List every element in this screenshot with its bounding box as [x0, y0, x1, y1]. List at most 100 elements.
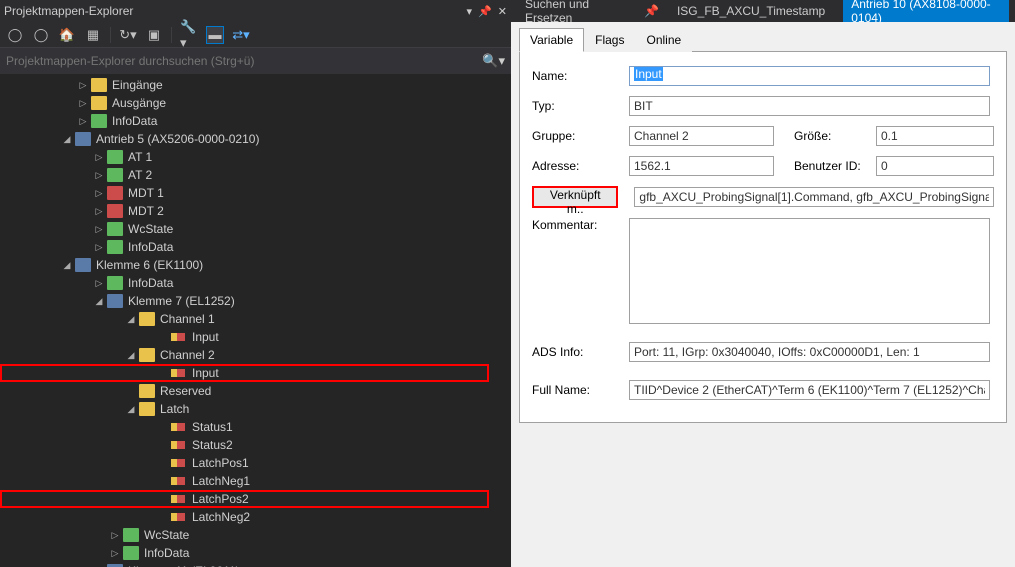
tree-label: LatchNeg2 — [192, 510, 250, 524]
expand-closed-icon[interactable]: ▷ — [78, 116, 88, 127]
tree-row[interactable]: ◢Klemme 7 (EL1252) — [0, 292, 511, 310]
expand-open-icon[interactable]: ◢ — [126, 314, 136, 325]
variable-icon — [171, 456, 187, 470]
variable-form: Name: Input Typ: Gruppe: Größe: Adresse:… — [519, 51, 1007, 423]
label-kommentar: Kommentar: — [532, 218, 617, 232]
tab-flags[interactable]: Flags — [584, 28, 635, 52]
tree-row[interactable]: ◢ Channel 1 — [0, 310, 511, 328]
benutzer-field[interactable] — [876, 156, 994, 176]
expand-open-icon[interactable]: ◢ — [126, 404, 136, 415]
tree-row[interactable]: ◢Klemme 6 (EK1100) — [0, 256, 511, 274]
tree-label: WcState — [128, 222, 173, 236]
tree-label: InfoData — [144, 546, 189, 560]
tree-row[interactable]: ◢Latch — [0, 400, 511, 418]
tree-label: AT 2 — [128, 168, 152, 182]
tree-label: Channel 1 — [160, 312, 215, 326]
tree-row[interactable]: ▷InfoData — [0, 112, 511, 130]
tree-row[interactable]: ▷MDT 1 — [0, 184, 511, 202]
pin-icon[interactable]: 📌 — [478, 5, 492, 18]
tree-label: Input — [192, 330, 219, 344]
expand-closed-icon[interactable]: ▷ — [78, 98, 88, 109]
toolbar-separator — [110, 27, 111, 43]
gruppe-field[interactable] — [629, 126, 774, 146]
expand-open-icon[interactable]: ◢ — [62, 134, 72, 145]
tab-doc-timestamp[interactable]: ISG_FB_AXCU_Timestamp — [669, 4, 833, 18]
folder-icon — [91, 96, 107, 110]
tree-label: LatchPos1 — [192, 456, 249, 470]
home-icon[interactable]: 🏠 — [58, 26, 76, 44]
expand-closed-icon[interactable]: ▷ — [94, 224, 104, 235]
expand-closed-icon[interactable]: ▷ — [94, 188, 104, 199]
tree-row[interactable]: Reserved — [0, 382, 511, 400]
tree-row[interactable]: LatchPos2 — [0, 490, 511, 508]
expand-closed-icon[interactable]: ▷ — [110, 530, 120, 541]
label-adresse: Adresse: — [532, 159, 617, 173]
tree-row[interactable]: ▷ AT 1 — [0, 148, 511, 166]
dropdown-icon[interactable]: ▾ — [467, 5, 473, 18]
fullname-field[interactable] — [629, 380, 990, 400]
expand-open-icon[interactable]: ◢ — [94, 296, 104, 307]
tab-variable[interactable]: Variable — [519, 28, 584, 52]
show-all-icon[interactable]: ▬ — [206, 26, 224, 44]
tree-row[interactable]: LatchNeg1 — [0, 472, 511, 490]
expand-closed-icon[interactable]: ▷ — [110, 548, 120, 559]
tree-row[interactable]: ▷InfoData — [0, 274, 511, 292]
label-groesse: Größe: — [794, 129, 864, 143]
folder-icon — [123, 546, 139, 560]
tree-label: Reserved — [160, 384, 211, 398]
nav-back-icon[interactable]: ◯ — [6, 26, 24, 44]
adresse-field[interactable] — [629, 156, 774, 176]
tree-row[interactable]: Input — [0, 328, 511, 346]
tree-row[interactable]: ▷ InfoData — [0, 544, 511, 562]
name-field[interactable]: Input — [629, 66, 990, 86]
kommentar-field[interactable] — [629, 218, 990, 324]
tree-row[interactable]: LatchNeg2 — [0, 508, 511, 526]
tree-row[interactable]: LatchPos1 — [0, 454, 511, 472]
ads-field[interactable] — [629, 342, 990, 362]
tab-online[interactable]: Online — [635, 28, 692, 52]
expand-closed-icon[interactable]: ▷ — [94, 206, 104, 217]
tree-row[interactable]: Status1 — [0, 418, 511, 436]
tree-label: Antrieb 5 (AX5206-0000-0210) — [96, 132, 259, 146]
label-benutzer: Benutzer ID: — [794, 159, 864, 173]
tree-row[interactable]: Status2 — [0, 436, 511, 454]
close-icon[interactable]: ✕ — [498, 5, 507, 18]
sync-icon[interactable]: ▦ — [84, 26, 102, 44]
filter-icon[interactable]: ⇄▾ — [232, 26, 250, 44]
wrench-icon[interactable]: 🔧▾ — [180, 26, 198, 44]
refresh-icon[interactable]: ↻▾ — [119, 26, 137, 44]
expand-open-icon[interactable]: ◢ — [62, 260, 72, 271]
tree-row[interactable]: Input — [0, 364, 511, 382]
expand-closed-icon[interactable]: ▷ — [94, 278, 104, 289]
tree-label: WcState — [144, 528, 189, 542]
tree-row[interactable]: ▷MDT 2 — [0, 202, 511, 220]
expand-closed-icon[interactable]: ▷ — [94, 170, 104, 181]
tree-row[interactable]: ▷Ausgänge — [0, 94, 511, 112]
tree-row[interactable]: ▷InfoData — [0, 238, 511, 256]
linked-with-button[interactable]: Verknüpft m.. — [532, 186, 618, 208]
nav-fwd-icon[interactable]: ◯ — [32, 26, 50, 44]
tree-label: Channel 2 — [160, 348, 215, 362]
groesse-field[interactable] — [876, 126, 994, 146]
tree-row[interactable]: ◢ Channel 2 — [0, 346, 511, 364]
tree-row[interactable]: ▷Klemme 11 (EL9011) — [0, 562, 511, 567]
expand-closed-icon[interactable]: ▷ — [94, 242, 104, 253]
tree-row[interactable]: ▷ WcState — [0, 220, 511, 238]
expand-open-icon[interactable]: ◢ — [126, 350, 136, 361]
tree-label: Status1 — [192, 420, 233, 434]
expand-closed-icon[interactable]: ▷ — [94, 152, 104, 163]
linked-field[interactable] — [634, 187, 994, 207]
tree-row[interactable]: ▷ WcState — [0, 526, 511, 544]
pin-icon[interactable]: 📌 — [644, 4, 659, 18]
collapse-icon[interactable]: ▣ — [145, 26, 163, 44]
typ-field[interactable] — [629, 96, 990, 116]
search-icon[interactable]: 🔍▾ — [482, 53, 505, 69]
expand-closed-icon[interactable]: ▷ — [78, 80, 88, 91]
tree-label: AT 1 — [128, 150, 152, 164]
tree-row[interactable]: ▷ AT 2 — [0, 166, 511, 184]
search-input[interactable] — [6, 54, 482, 68]
tree-view[interactable]: ▷Eingänge▷Ausgänge▷InfoData◢Antrieb 5 (A… — [0, 74, 511, 567]
tree-row[interactable]: ▷Eingänge — [0, 76, 511, 94]
search-row: 🔍▾ — [0, 48, 511, 74]
tree-row[interactable]: ◢ Antrieb 5 (AX5206-0000-0210) — [0, 130, 511, 148]
